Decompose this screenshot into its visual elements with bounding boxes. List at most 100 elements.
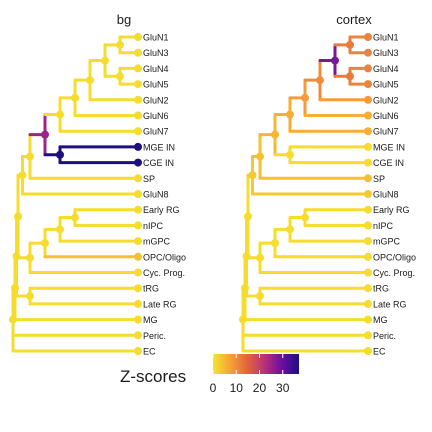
- leaf-label-late-rg: Late RG: [373, 299, 407, 309]
- leaf-node-cge-in: [134, 158, 142, 167]
- node-n-rg5: [256, 292, 264, 301]
- leaf-label-peric: Peric.: [143, 331, 166, 341]
- node-n-n13452: [316, 76, 324, 85]
- node-n-in: [286, 150, 294, 159]
- leaf-label-cyc-prog: Cyc. Prog.: [143, 268, 185, 278]
- node-n-all6: [244, 212, 252, 221]
- node-n-all7: [12, 252, 21, 261]
- leaf-label-nipc: nIPC: [143, 221, 164, 231]
- leaf-label-early-rg: Early RG: [373, 205, 410, 215]
- leaf-label-glun1: GluN1: [373, 33, 399, 43]
- leaf-node-nipc: [364, 221, 372, 230]
- leaf-node-mge-in: [364, 142, 372, 151]
- node-n-n45: [346, 72, 354, 81]
- leaf-node-ec: [134, 347, 142, 355]
- leaf-node-mg: [134, 315, 142, 324]
- tree-nodes: [239, 33, 372, 355]
- node-n-n13: [346, 40, 354, 49]
- leaf-node-glun6: [364, 111, 372, 120]
- leaf-label-mg: MG: [143, 315, 158, 325]
- leaf-node-glun3: [134, 48, 142, 57]
- leaf-node-late-rg: [364, 299, 372, 308]
- leaf-node-glun5: [134, 80, 142, 89]
- node-n-rg4: [256, 253, 264, 262]
- node-n-rg3: [41, 239, 49, 248]
- leaf-node-glun3: [364, 48, 372, 57]
- leaf-node-early-rg: [364, 205, 372, 214]
- node-n-n6: [301, 93, 309, 102]
- node-n-n7: [286, 110, 294, 119]
- legend-tick-label: 10: [230, 381, 244, 395]
- leaf-node-cge-in: [364, 158, 372, 167]
- leaf-node-cyc-prog: [134, 268, 142, 277]
- node-n-n8: [248, 171, 257, 180]
- node-n-n13: [116, 40, 124, 49]
- leaf-label-cge-in: CGE IN: [373, 158, 404, 168]
- leaf-node-mgpc: [134, 237, 142, 246]
- leaf-label-mgpc: mGPC: [143, 237, 171, 247]
- leaf-label-glun1: GluN1: [143, 33, 169, 43]
- leaf-node-sp: [364, 174, 372, 183]
- leaf-label-glun5: GluN5: [143, 80, 169, 90]
- panel-bg: bgGluN1GluN3GluN4GluN5GluN2GluN6GluN7MGE…: [9, 12, 186, 357]
- leaf-label-glun3: GluN3: [373, 48, 399, 58]
- leaf-node-opc-oligo: [364, 252, 372, 261]
- panel-title: cortex: [336, 12, 372, 27]
- leaf-node-glun4: [364, 64, 372, 73]
- tree-edges: [241, 35, 370, 353]
- legend-colorbar: [213, 354, 299, 374]
- leaf-node-glun8: [364, 190, 372, 198]
- node-n-n6: [71, 93, 79, 102]
- node-n-n1345: [101, 56, 109, 65]
- legend-tick-label: 0: [210, 381, 217, 395]
- leaf-label-mge-in: MGE IN: [143, 142, 175, 152]
- leaf-label-glun6: GluN6: [143, 111, 169, 121]
- leaf-label-glun2: GluN2: [143, 95, 169, 105]
- leaf-node-glun6: [134, 111, 142, 120]
- leaf-label-ec: EC: [373, 347, 386, 357]
- leaf-node-peric: [364, 331, 372, 340]
- leaf-label-sp: SP: [143, 174, 155, 184]
- leaf-label-mg: MG: [373, 315, 388, 325]
- leaf-label-glun8: GluN8: [373, 190, 399, 200]
- leaf-label-opc-oligo: OPC/Oligo: [143, 252, 186, 262]
- node-n-n1345: [331, 56, 339, 65]
- leaf-label-trg: tRG: [143, 284, 159, 294]
- leaf-node-glun8: [134, 190, 142, 198]
- node-n-all8: [11, 283, 19, 292]
- leaf-node-glun2: [134, 95, 142, 104]
- leaf-node-mgpc: [364, 237, 372, 246]
- leaf-label-glun2: GluN2: [373, 95, 399, 105]
- node-n-rg5: [26, 292, 34, 301]
- leaf-node-opc-oligo: [134, 252, 142, 261]
- leaf-node-sp: [134, 174, 142, 183]
- leaf-node-nipc: [134, 221, 142, 230]
- node-n-n13452: [86, 76, 94, 85]
- leaf-label-trg: tRG: [373, 284, 389, 294]
- leaf-node-glun1: [134, 33, 142, 41]
- node-n-all6: [14, 212, 22, 221]
- leaf-node-mg: [364, 315, 372, 324]
- leaf-label-cge-in: CGE IN: [143, 158, 174, 168]
- leaf-node-glun7: [364, 127, 372, 136]
- leaf-label-ec: EC: [143, 347, 156, 357]
- node-n-rg1: [71, 213, 79, 222]
- leaf-node-glun4: [134, 64, 142, 73]
- leaf-label-glun4: GluN4: [143, 64, 169, 74]
- leaf-node-trg: [364, 284, 372, 293]
- leaf-label-cyc-prog: Cyc. Prog.: [373, 268, 415, 278]
- leaf-node-glun5: [364, 80, 372, 89]
- leaf-label-mge-in: MGE IN: [373, 142, 405, 152]
- leaf-label-glun4: GluN4: [373, 64, 399, 74]
- leaf-node-early-rg: [134, 205, 142, 214]
- leaf-label-glun8: GluN8: [143, 190, 169, 200]
- leaf-node-glun7: [134, 127, 142, 136]
- leaf-label-late-rg: Late RG: [143, 299, 177, 309]
- legend-tick-label: 30: [276, 381, 290, 395]
- node-root: [239, 315, 247, 324]
- node-n-rg3: [271, 239, 279, 248]
- leaf-label-opc-oligo: OPC/Oligo: [373, 252, 416, 262]
- leaf-node-glun2: [364, 95, 372, 104]
- node-n-rg2: [56, 225, 64, 234]
